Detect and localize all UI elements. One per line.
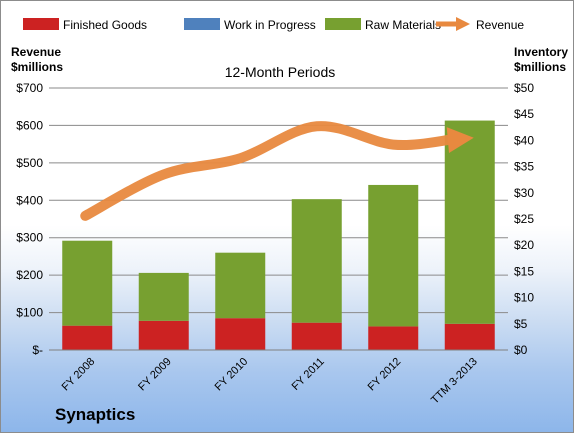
right-tick-label: $5 [514,317,528,331]
right-tick-label: $0 [514,343,528,357]
legend-label: Finished Goods [63,18,147,32]
plot-area: $- $100 $200 $300 $400 $500 $600 $700 $0 $5 $10 $15… [16,81,534,406]
finished-goods-bar [62,325,113,350]
raw-materials-bar [444,120,495,324]
revenue-line [80,121,460,221]
category-label: FY 2008 [60,356,98,394]
raw-materials-bar [291,199,342,323]
finished-goods-bar [138,320,189,350]
right-tick-label: $35 [514,160,534,174]
legend-label: Work in Progress [224,18,316,32]
legend-label: Raw Materials [365,18,441,32]
right-tick-label: $45 [514,107,534,121]
left-tick-label: $500 [16,156,43,170]
right-axis-label-line1: Inventory [514,45,568,59]
chart-title: 12-Month Periods [225,64,336,80]
left-tick-label: $100 [16,306,43,320]
left-tick-label: $- [32,343,43,357]
revenue-arrowhead [446,127,474,154]
finished-goods-bar [215,318,266,350]
left-tick-label: $300 [16,231,43,245]
left-tick-label: $400 [16,193,43,207]
right-tick-label: $20 [514,238,534,252]
category-label: FY 2009 [136,356,174,394]
right-tick-label: $25 [514,212,534,226]
company-name: Synaptics [55,405,136,424]
left-axis-label-line1: Revenue [11,45,61,59]
finished-goods-bar [368,326,419,350]
finished-goods-bar [444,323,495,350]
category-label: FY 2011 [290,356,327,393]
legend-swatch [23,18,59,30]
raw-materials-bar [138,272,189,321]
category-label: FY 2010 [213,356,251,394]
legend-label: Revenue [476,18,524,32]
right-tick-label: $15 [514,264,534,278]
left-tick-label: $700 [16,81,43,95]
left-axis-label-line2: $millions [11,60,63,74]
left-tick-label: $200 [16,268,43,282]
right-axis-label-line2: $millions [514,60,566,74]
legend: Finished Goods Work in Progress Raw Materi… [23,17,524,32]
legend-arrow-head [456,17,470,31]
right-tick-label: $10 [514,291,534,305]
raw-materials-bar [62,240,113,326]
category-label: TTM 3-2013 [429,356,480,407]
raw-materials-bar [368,184,419,327]
raw-materials-bar [215,252,266,319]
finished-goods-bar [291,322,342,350]
right-tick-label: $30 [514,186,534,200]
left-tick-label: $600 [16,118,43,132]
legend-swatch [325,18,361,30]
legend-swatch [184,18,220,30]
right-tick-label: $50 [514,81,534,95]
category-label: FY 2012 [366,356,404,394]
right-tick-label: $40 [514,133,534,147]
